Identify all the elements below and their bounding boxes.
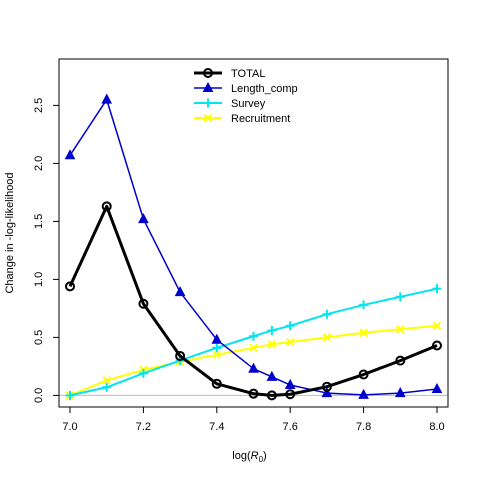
x-tick-label: 8.0	[429, 421, 444, 433]
y-tick-label: 0.0	[33, 388, 45, 403]
data-point-recruitment	[432, 321, 442, 331]
x-axis-label-prefix: log(	[232, 450, 251, 462]
legend-swatch-marker	[202, 81, 214, 92]
data-point-total	[321, 381, 332, 392]
y-tick-label: 2.0	[33, 156, 45, 171]
x-axis: 7.0 7.2 7.4 7.6 7.8 8.0	[62, 406, 445, 433]
data-point-length-comp	[358, 388, 369, 399]
data-point-survey	[249, 331, 258, 341]
data-point-length-comp	[64, 149, 76, 160]
data-point-total	[248, 388, 259, 399]
legend: TOTAL Length_comp Survey Recruitment	[194, 68, 298, 125]
data-point-recruitment	[249, 343, 258, 353]
series-line-total	[68, 204, 438, 397]
data-point-total	[211, 378, 222, 389]
data-point-survey	[395, 292, 405, 302]
data-point-survey	[359, 300, 369, 310]
x-axis-label-sub: 0	[259, 455, 264, 464]
data-point-recruitment	[285, 337, 295, 347]
data-point-length-comp	[211, 333, 223, 344]
data-point-survey	[432, 284, 442, 294]
series-recruitment	[65, 321, 442, 400]
data-point-recruitment	[359, 328, 368, 337]
data-point-length-comp	[174, 286, 186, 297]
data-point-length-comp	[138, 213, 149, 224]
y-tick-label: 1.0	[33, 272, 45, 287]
x-tick-label: 7.4	[209, 421, 224, 433]
legend-label: TOTAL	[231, 68, 265, 80]
legend-label: Survey	[231, 98, 266, 110]
data-point-total	[395, 355, 406, 366]
series-length-comp	[64, 93, 443, 399]
series-layer	[64, 93, 443, 401]
data-point-total	[101, 201, 112, 212]
y-axis-label: Change in -log-likelihood	[4, 172, 16, 293]
data-point-survey	[138, 368, 148, 378]
data-point-survey	[322, 309, 332, 319]
data-point-survey	[102, 382, 112, 392]
legend-swatch-marker	[203, 98, 213, 108]
x-tick-label: 7.8	[356, 421, 371, 433]
y-tick-label: 1.5	[33, 214, 45, 229]
y-tick-label: 2.5	[33, 98, 45, 113]
series-line-recruitment	[69, 324, 438, 397]
x-axis-label-var: R	[251, 450, 259, 462]
data-point-length-comp	[394, 387, 406, 398]
x-axis-label-suffix: )	[263, 450, 267, 462]
x-axis-label: log(R0)	[232, 450, 266, 464]
data-point-length-comp	[266, 370, 278, 381]
data-point-total	[175, 350, 186, 361]
data-point-recruitment	[212, 350, 222, 360]
legend-entry-length-comp: Length_comp	[194, 81, 298, 95]
data-point-total	[266, 390, 277, 401]
legend-entry-total: TOTAL	[194, 68, 265, 80]
legend-label: Length_comp	[231, 83, 298, 95]
x-tick-label: 7.0	[62, 421, 77, 433]
x-tick-label: 7.2	[136, 421, 151, 433]
data-point-survey	[267, 325, 277, 335]
legend-label: Recruitment	[231, 113, 290, 125]
data-point-recruitment	[396, 325, 405, 334]
legend-entry-survey: Survey	[194, 98, 266, 110]
data-point-length-comp	[101, 93, 113, 104]
data-point-survey	[212, 343, 222, 353]
data-point-length-comp	[321, 387, 333, 398]
data-point-total	[358, 369, 369, 380]
data-point-length-comp	[284, 378, 296, 389]
data-point-total	[285, 389, 296, 400]
legend-swatch-marker	[203, 68, 213, 78]
y-axis: 0.0 0.5 1.0 1.5 2.0 2.5	[33, 98, 60, 403]
series-total	[65, 201, 442, 401]
series-line-length-comp	[69, 98, 438, 396]
data-point-length-comp	[248, 362, 259, 373]
data-point-total	[65, 281, 76, 292]
series-line-survey	[69, 287, 438, 397]
data-point-recruitment	[322, 333, 332, 342]
x-tick-label: 7.6	[283, 421, 298, 433]
legend-entry-recruitment: Recruitment	[194, 113, 290, 125]
legend-swatch-marker	[203, 113, 213, 123]
data-point-survey	[285, 321, 295, 331]
data-point-survey	[65, 390, 75, 400]
series-survey	[65, 284, 442, 400]
data-point-length-comp	[431, 382, 443, 394]
data-point-recruitment	[267, 340, 277, 349]
data-point-total	[431, 340, 442, 351]
data-point-total	[138, 298, 149, 309]
y-tick-label: 0.5	[33, 330, 45, 345]
data-point-recruitment	[102, 376, 111, 385]
